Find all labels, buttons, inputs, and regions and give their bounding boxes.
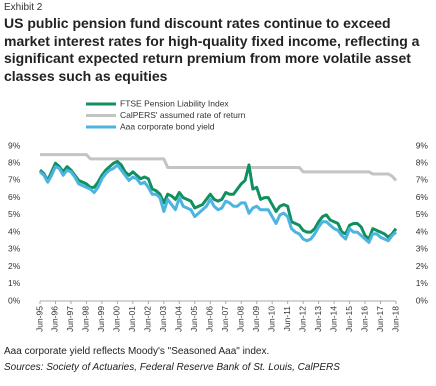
y2-tick-label: 8% <box>416 157 429 167</box>
legend-label: FTSE Pension Liability Index <box>120 98 229 108</box>
y2-tick-label: 0% <box>416 295 429 305</box>
series-line <box>40 153 398 182</box>
y2-tick-label: 9% <box>416 140 429 150</box>
x-tick-label: Jun-02 <box>143 306 153 332</box>
y-tick-label: 1% <box>8 278 21 288</box>
x-tick-label: Jun-01 <box>127 306 137 332</box>
x-tick-label: Jun-11 <box>282 306 292 332</box>
x-tick-label: Jun-95 <box>34 306 44 332</box>
y-tick-label: 5% <box>8 209 21 219</box>
y2-tick-label: 6% <box>416 192 429 202</box>
x-tick-label: Jun-18 <box>390 306 400 332</box>
y-tick-label: 7% <box>8 175 21 185</box>
legend-label: Aaa corporate bond yield <box>120 121 215 131</box>
x-tick-label: Jun-96 <box>50 306 60 332</box>
y-tick-label: 9% <box>8 140 21 150</box>
x-tick-label: Jun-14 <box>328 306 338 332</box>
chart-title: US public pension fund discount rates co… <box>4 15 420 84</box>
y-tick-label: 4% <box>8 226 21 236</box>
x-tick-label: Jun-12 <box>297 306 307 332</box>
x-tick-label: Jun-03 <box>158 306 168 332</box>
footnote: Aaa corporate yield reflects Moody's "Se… <box>4 346 270 357</box>
x-tick-label: Jun-15 <box>344 306 354 332</box>
y2-tick-label: 5% <box>416 209 429 219</box>
x-tick-label: Jun-08 <box>235 306 245 332</box>
y2-tick-label: 2% <box>416 261 429 271</box>
series-line <box>39 160 398 241</box>
y2-tick-label: 4% <box>416 226 429 236</box>
exhibit-label: Exhibit 2 <box>4 2 43 13</box>
source: Sources: Society of Actuaries, Federal R… <box>4 362 340 373</box>
x-tick-label: Jun-07 <box>220 306 230 332</box>
y-tick-label: 0% <box>8 295 21 305</box>
x-tick-label: Jun-05 <box>189 306 199 332</box>
x-tick-label: Jun-10 <box>266 306 276 332</box>
y2-tick-label: 1% <box>416 278 429 288</box>
y-tick-label: 3% <box>8 244 21 254</box>
x-tick-label: Jun-13 <box>313 306 323 332</box>
x-tick-label: Jun-98 <box>81 306 91 332</box>
x-tick-label: Jun-09 <box>251 306 261 332</box>
x-tick-label: Jun-00 <box>112 306 122 332</box>
series-line <box>39 163 397 244</box>
legend-label: CalPERS' assumed rate of return <box>120 110 246 120</box>
x-tick-label: Jun-06 <box>205 306 215 332</box>
y-tick-label: 8% <box>8 157 21 167</box>
y-tick-label: 2% <box>8 261 21 271</box>
x-tick-label: Jun-97 <box>65 306 75 332</box>
x-tick-label: Jun-17 <box>375 306 385 332</box>
x-tick-label: Jun-99 <box>96 306 106 332</box>
y2-tick-label: 7% <box>416 175 429 185</box>
y-tick-label: 6% <box>8 192 21 202</box>
y2-tick-label: 3% <box>416 244 429 254</box>
x-tick-label: Jun-16 <box>359 306 369 332</box>
x-tick-label: Jun-04 <box>174 306 184 332</box>
